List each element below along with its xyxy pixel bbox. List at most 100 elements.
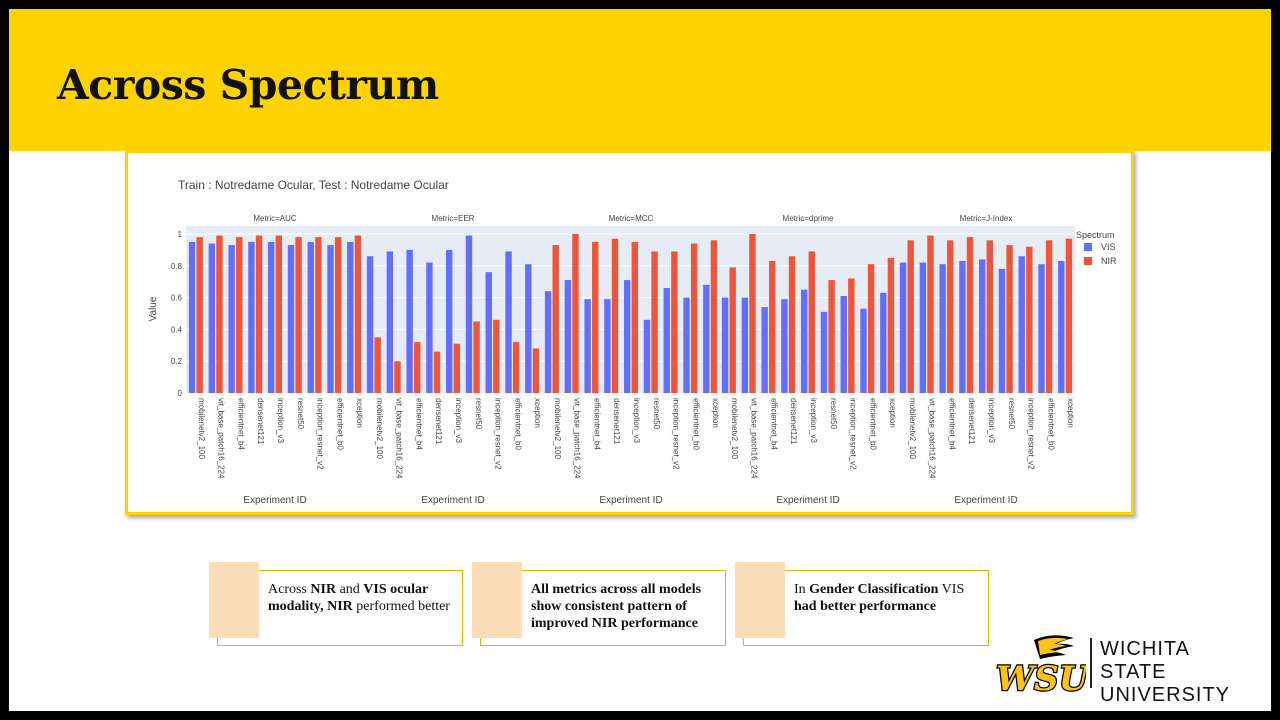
bar-nir [907, 240, 914, 393]
callout-text: Across NIR and VIS ocular modality, NIR … [268, 581, 454, 615]
x-tick-label: mobilenetv2_100 [908, 398, 917, 459]
slide-title: Across Spectrum [57, 61, 439, 109]
callout-text-segment: performed better [352, 599, 450, 614]
bar-nir [788, 256, 796, 393]
bar-vis [761, 307, 768, 393]
panel-background [719, 226, 897, 393]
bar-nir [986, 240, 993, 393]
chart-title: Train : Notredame Ocular, Test : Notreda… [178, 178, 449, 192]
legend-swatch [1084, 257, 1092, 265]
x-tick-label: vit_base_patch16_224 [217, 398, 226, 479]
bar-vis [919, 262, 927, 393]
bar-vis [1038, 264, 1045, 393]
bar-nir [532, 348, 540, 393]
bar-nir [196, 237, 203, 393]
bar-nir [749, 233, 756, 393]
bar-vis [446, 249, 453, 393]
x-tick-label: mobilenetv2_100 [553, 398, 562, 459]
x-tick-label: efficientnet_b0 [513, 398, 522, 450]
callout-gender: In Gender Classification VIS had better … [735, 562, 989, 646]
y-tick-label: 1 [178, 230, 183, 239]
x-tick-label: densenet121 [612, 398, 621, 445]
callout-nir-vis: Across NIR and VIS ocular modality, NIR … [209, 562, 463, 646]
bar-nir [611, 238, 619, 393]
bar-vis [287, 245, 295, 393]
bar-nir [690, 243, 698, 393]
bar-vis [228, 245, 235, 393]
callout-text-segment: Across [268, 582, 311, 597]
bar-nir [769, 260, 776, 393]
x-tick-label: mobilenetv2_100 [375, 398, 384, 459]
callout-text-segment: and [336, 582, 364, 597]
x-tick-label: xception [711, 398, 720, 428]
university-logo: WSU WICHITA STATE UNIVERSITY [994, 634, 1259, 706]
x-tick-label: inception_v3 [454, 398, 463, 443]
university-name-line2: UNIVERSITY [1100, 684, 1231, 706]
x-tick-label: inception_resnet_v2 [1027, 398, 1036, 470]
x-tick-label: mobilenetv2_100 [730, 398, 739, 459]
bar-vis [703, 284, 710, 393]
y-tick-label: 0.2 [171, 357, 183, 366]
x-tick-label: resnet50 [474, 398, 483, 430]
callout-text-segment: had better performance [794, 599, 937, 614]
x-axis-label: Experiment ID [776, 495, 839, 506]
x-tick-label: densenet121 [256, 398, 265, 445]
panel-title: Metric=J-Index [960, 214, 1013, 223]
x-tick-label: inception_v3 [809, 398, 818, 443]
wsu-shocker-logo-icon: WSU [995, 635, 1086, 698]
bar-vis [604, 299, 611, 393]
bar-vis [465, 235, 473, 393]
bar-nir [354, 235, 362, 393]
x-tick-label: efficientnet_b4 [769, 398, 778, 450]
callout-all-metrics: All metrics across all models show consi… [472, 562, 726, 646]
bar-vis [998, 268, 1006, 393]
bar-nir [848, 278, 855, 393]
bar-nir [433, 351, 441, 393]
x-tick-label: efficientnet_b4 [592, 398, 601, 450]
bar-vis [643, 319, 651, 393]
bar-vis [268, 241, 275, 393]
bar-nir [729, 267, 736, 393]
bar-vis [959, 260, 966, 393]
x-tick-label: xception [888, 398, 897, 428]
x-tick-label: inception_resnet_v2 [316, 398, 325, 470]
x-tick-label: resnet50 [652, 398, 661, 430]
x-tick-label: vit_base_patch16_224 [750, 398, 759, 479]
y-axis-label: Value [148, 296, 159, 321]
bar-vis [683, 297, 690, 393]
panel-background [542, 226, 720, 393]
x-tick-label: vit_base_patch16_224 [573, 398, 582, 479]
bar-vis [860, 308, 867, 393]
bar-vis [624, 280, 631, 393]
x-tick-label: resnet50 [829, 398, 838, 430]
bar-vis [899, 262, 907, 393]
bar-nir [414, 342, 421, 393]
callout-accent [472, 562, 522, 638]
callout-text-segment: VIS [938, 582, 965, 597]
legend-title: Spectrum [1076, 230, 1115, 240]
callout-text-segment: NIR [327, 599, 353, 614]
bar-vis [741, 297, 749, 393]
bar-chart: Train : Notredame Ocular, Test : Notreda… [148, 178, 1117, 506]
bar-nir [216, 235, 223, 393]
x-tick-label: efficientnet_b0 [335, 398, 344, 450]
panel-title: Metric=MCC [609, 214, 654, 223]
bar-vis [426, 262, 433, 393]
bar-vis [327, 245, 334, 393]
bar-vis [840, 295, 847, 393]
x-tick-label: efficientnet_b4 [414, 398, 423, 450]
bar-vis [880, 292, 887, 393]
callout-text-segment: Gender Classification [809, 582, 939, 597]
y-tick-label: 0.4 [171, 325, 183, 334]
bar-vis [820, 311, 828, 393]
x-tick-label: xception [533, 398, 542, 428]
bar-vis [544, 291, 552, 393]
bar-nir [473, 321, 480, 393]
bar-vis [1058, 260, 1065, 393]
bar-nir [887, 257, 895, 393]
x-tick-label: inception_resnet_v2 [494, 398, 503, 470]
panel-background [897, 226, 1075, 393]
bar-nir [1006, 245, 1013, 393]
bar-vis [208, 243, 216, 393]
panel-title: Metric=dprime [783, 214, 834, 223]
